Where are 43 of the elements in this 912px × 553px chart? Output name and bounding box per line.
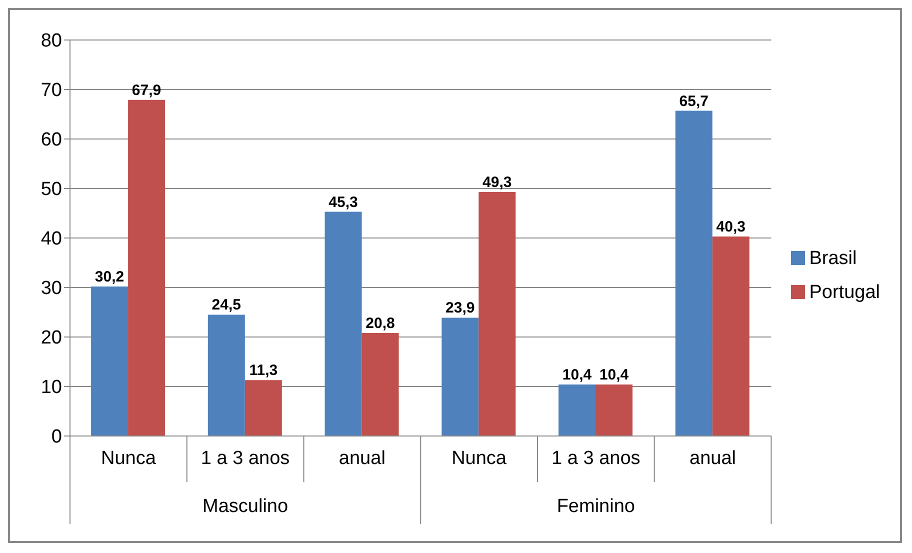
x-tick-label: Nunca [452,448,507,469]
bar [208,314,245,436]
bar [675,110,712,436]
data-label: 10,4 [599,366,630,384]
bar [712,236,750,436]
bar [244,380,282,436]
x-tick-label: 1 a 3 anos [200,448,290,469]
y-tick-label: 40 [40,228,62,250]
y-tick-label: 70 [40,80,62,102]
legend-label: Brasil [809,248,857,268]
x-tick-label: anual [338,448,386,469]
text: Feminino [556,496,635,517]
legend-label: Portugal [809,282,880,302]
data-label: 65,7 [679,92,708,110]
data-label: 49,3 [482,174,512,191]
y-tick-label: 10 [40,377,62,398]
y-tick-label: 30 [40,278,62,300]
bar [128,100,166,436]
data-label: 24,5 [212,296,242,314]
data-label: 20,8 [366,315,395,332]
bar [362,333,399,436]
data-label: 23,9 [446,300,475,317]
text: Masculino [202,496,288,517]
bar [596,384,633,436]
x-tick-label: Nunca [100,448,156,469]
data-label: 11,3 [249,362,278,380]
x-tick-label: anual [690,448,736,469]
bar [558,384,596,436]
data-label: 67,9 [132,82,162,99]
y-tick-label: 50 [40,179,62,200]
data-label: 45,3 [328,194,358,211]
bar [91,286,128,436]
bar [478,192,516,436]
data-label: 10,4 [562,366,592,384]
y-tick-label: 60 [40,130,62,151]
x-tick-label: 1 a 3 anos [552,448,640,469]
y-tick-label: 80 [40,30,62,52]
data-label: 30,2 [94,268,124,286]
y-tick-label: 0 [51,426,62,448]
bar [324,212,362,436]
data-label: 40,3 [716,218,746,236]
bar [442,318,479,436]
y-tick-label: 20 [40,328,62,349]
